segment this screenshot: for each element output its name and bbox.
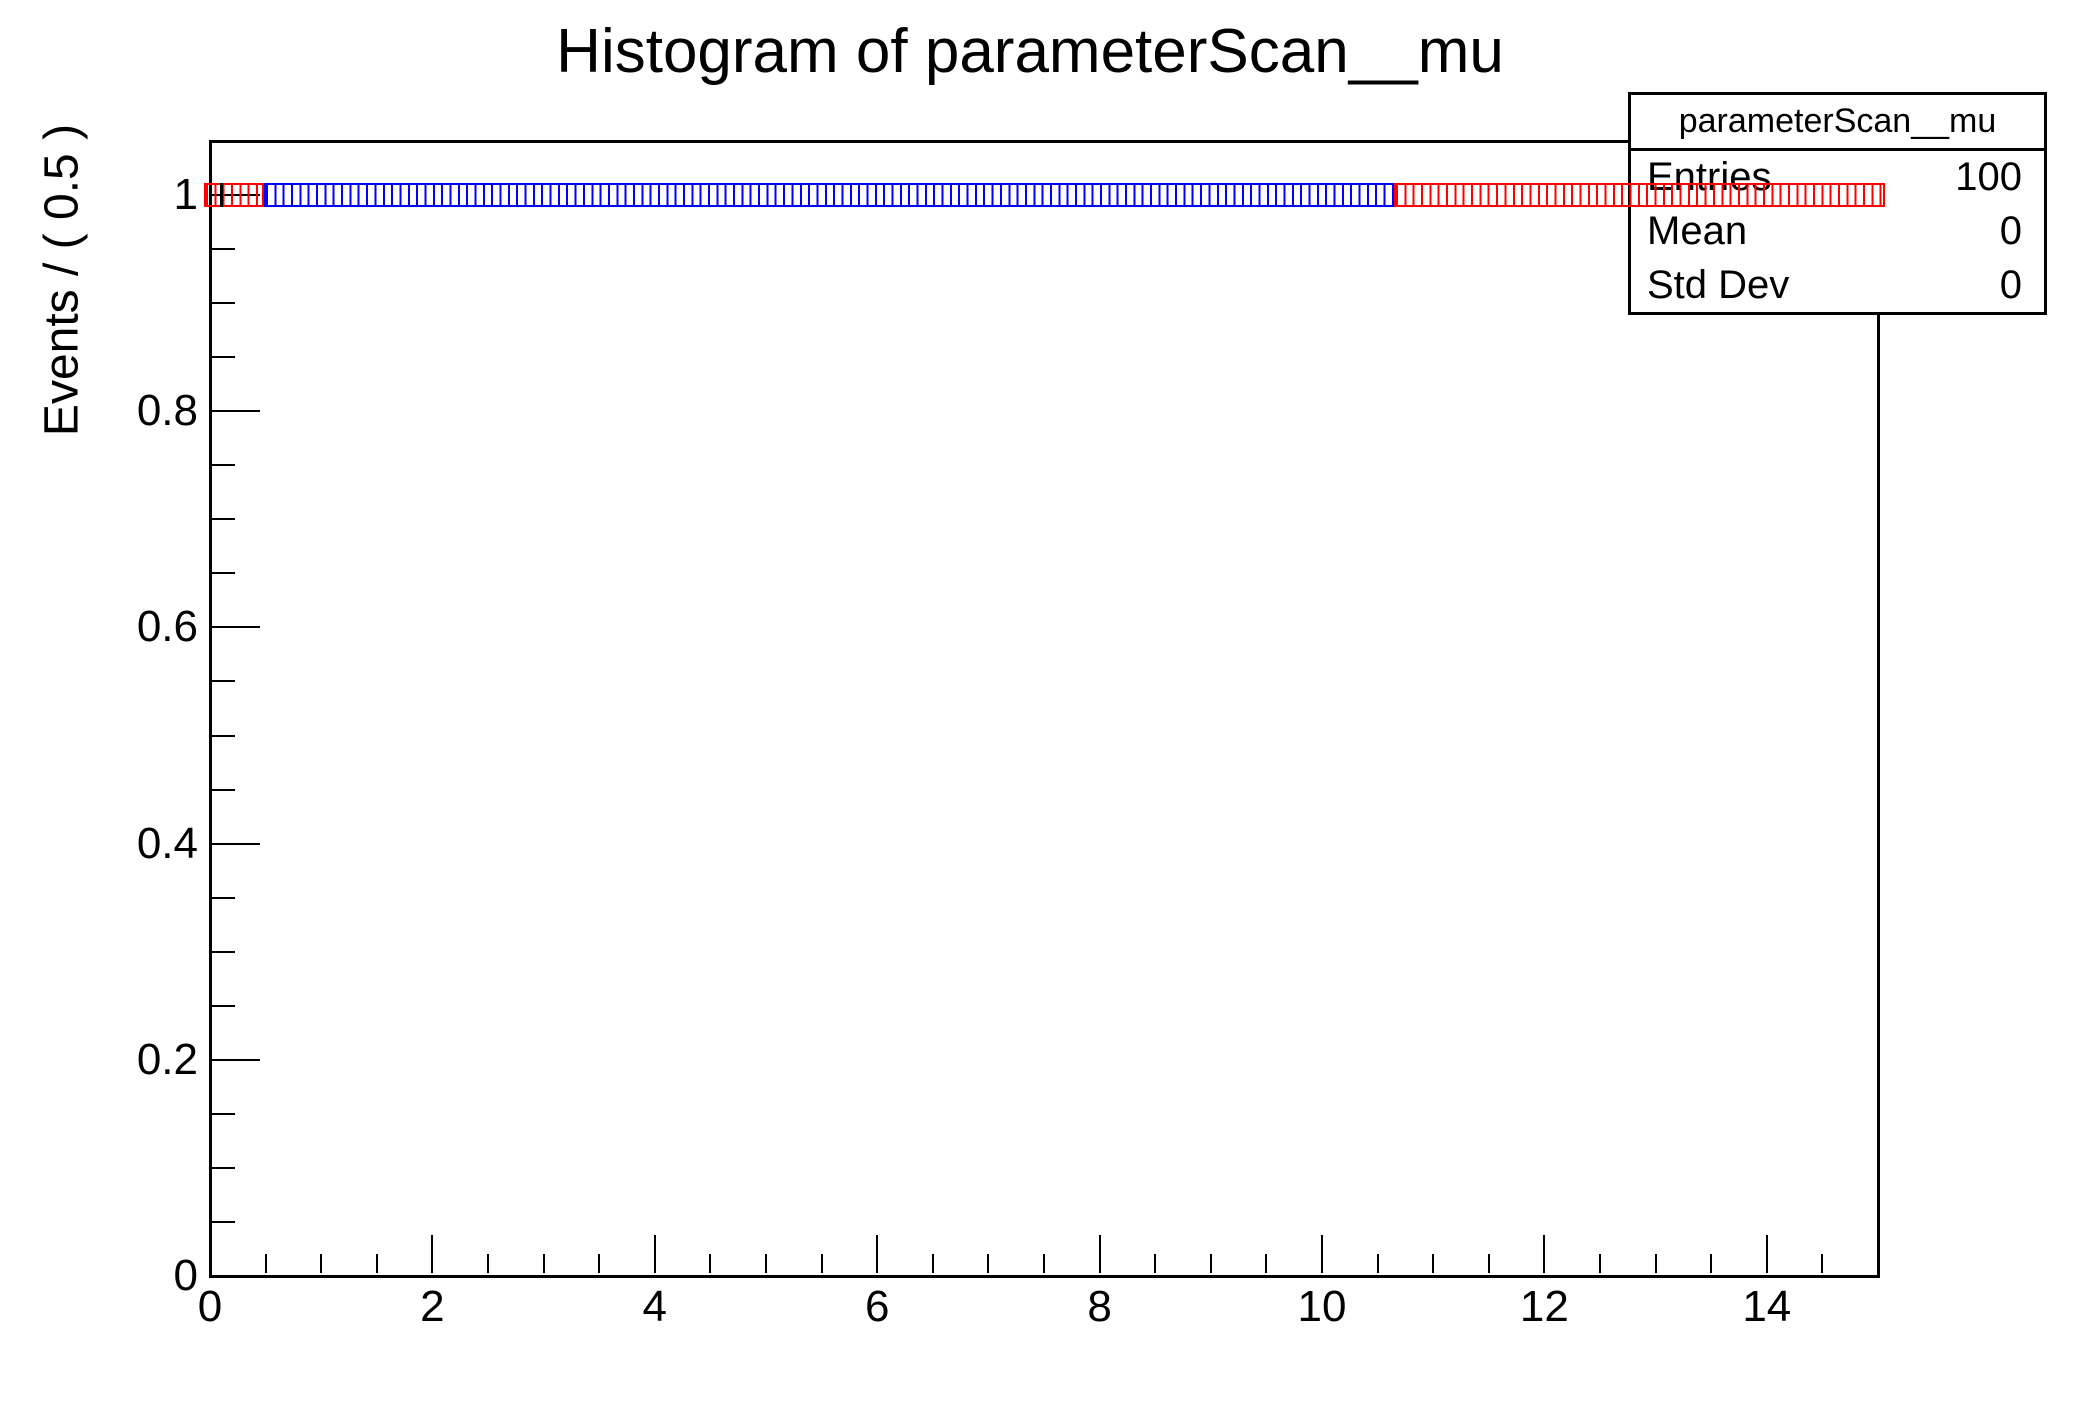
y-minor-tick	[212, 788, 235, 791]
stats-row-label: Std Dev	[1647, 262, 1790, 307]
x-tick-label: 4	[642, 1282, 668, 1331]
x-major-tick	[876, 1235, 879, 1273]
x-minor-tick	[1376, 1254, 1379, 1273]
stats-row-value: 100	[1955, 155, 2022, 200]
x-major-tick	[431, 1235, 434, 1273]
x-tick-label: 2	[420, 1282, 445, 1331]
stats-row-value: 0	[1999, 262, 2022, 307]
y-minor-tick	[212, 356, 235, 359]
y-tick-label: 0.4	[136, 818, 198, 868]
x-major-tick	[1098, 1235, 1101, 1273]
x-major-tick	[1543, 1235, 1546, 1273]
y-minor-tick	[212, 302, 235, 305]
stats-row-value: 0	[1999, 209, 2022, 253]
y-tick-label: 0	[173, 1251, 198, 1300]
x-minor-tick	[1821, 1254, 1824, 1273]
scan-band-red-left	[204, 183, 264, 208]
y-major-tick	[212, 626, 260, 629]
plot-title: Histogram of parameterScan__mu	[556, 17, 1504, 86]
x-tick-label: 6	[864, 1282, 890, 1331]
stats-box-rows: Entries 100 Mean 0 Std Dev 0	[1631, 151, 2044, 312]
y-minor-tick	[212, 1220, 235, 1223]
x-minor-tick	[765, 1254, 767, 1273]
x-minor-tick	[264, 1254, 267, 1273]
x-major-tick	[1765, 1235, 1768, 1273]
x-minor-tick	[375, 1254, 378, 1273]
plot-frame	[209, 140, 1880, 1278]
x-minor-tick	[1599, 1254, 1601, 1273]
x-minor-tick	[1710, 1254, 1713, 1273]
y-tick-label: 1	[173, 170, 198, 220]
x-minor-tick	[709, 1254, 712, 1273]
x-tick-label: 12	[1519, 1282, 1569, 1331]
y-minor-tick	[212, 1004, 235, 1007]
y-major-tick	[212, 1058, 260, 1061]
y-tick-label: 0.2	[136, 1034, 198, 1084]
x-minor-tick	[487, 1254, 489, 1273]
y-minor-tick	[212, 572, 235, 575]
y-minor-tick	[212, 518, 235, 521]
black-error-bar-marker	[220, 183, 224, 208]
x-tick-label: 14	[1742, 1282, 1792, 1331]
x-major-tick	[653, 1235, 656, 1273]
x-minor-tick	[1265, 1254, 1268, 1273]
y-tick-label: 0.6	[136, 602, 198, 652]
x-tick-label: 0	[197, 1282, 223, 1331]
x-major-tick	[1321, 1235, 1323, 1273]
stats-box-header: parameterScan__mu	[1631, 95, 2044, 151]
y-major-tick	[212, 410, 260, 413]
x-tick-label: 10	[1297, 1282, 1347, 1331]
y-minor-tick	[212, 464, 235, 467]
y-tick-label: 0.8	[136, 386, 198, 436]
y-minor-tick	[212, 950, 235, 953]
x-minor-tick	[1654, 1254, 1657, 1273]
x-tick-label: 8	[1087, 1282, 1112, 1331]
x-minor-tick	[598, 1254, 601, 1273]
x-minor-tick	[320, 1254, 323, 1273]
x-minor-tick	[987, 1254, 990, 1273]
x-minor-tick	[1487, 1254, 1490, 1273]
x-minor-tick	[1154, 1254, 1157, 1273]
x-minor-tick	[1209, 1254, 1212, 1273]
y-minor-tick	[212, 734, 235, 737]
y-minor-tick	[212, 248, 235, 251]
stats-row-label: Mean	[1647, 209, 1748, 253]
x-minor-tick	[931, 1254, 934, 1273]
y-minor-tick	[212, 896, 235, 899]
stats-row: Std Dev 0	[1631, 258, 2044, 312]
y-major-tick	[212, 842, 260, 845]
stats-row: Mean 0	[1631, 205, 2044, 259]
x-minor-tick	[1432, 1254, 1435, 1273]
y-minor-tick	[212, 680, 235, 683]
scan-band-red-right	[1394, 183, 1885, 208]
y-minor-tick	[212, 1112, 235, 1115]
x-minor-tick	[820, 1254, 823, 1273]
scan-band-blue-middle	[263, 183, 1395, 208]
x-minor-tick	[1043, 1254, 1045, 1273]
x-minor-tick	[542, 1254, 545, 1273]
y-minor-tick	[212, 1166, 235, 1169]
